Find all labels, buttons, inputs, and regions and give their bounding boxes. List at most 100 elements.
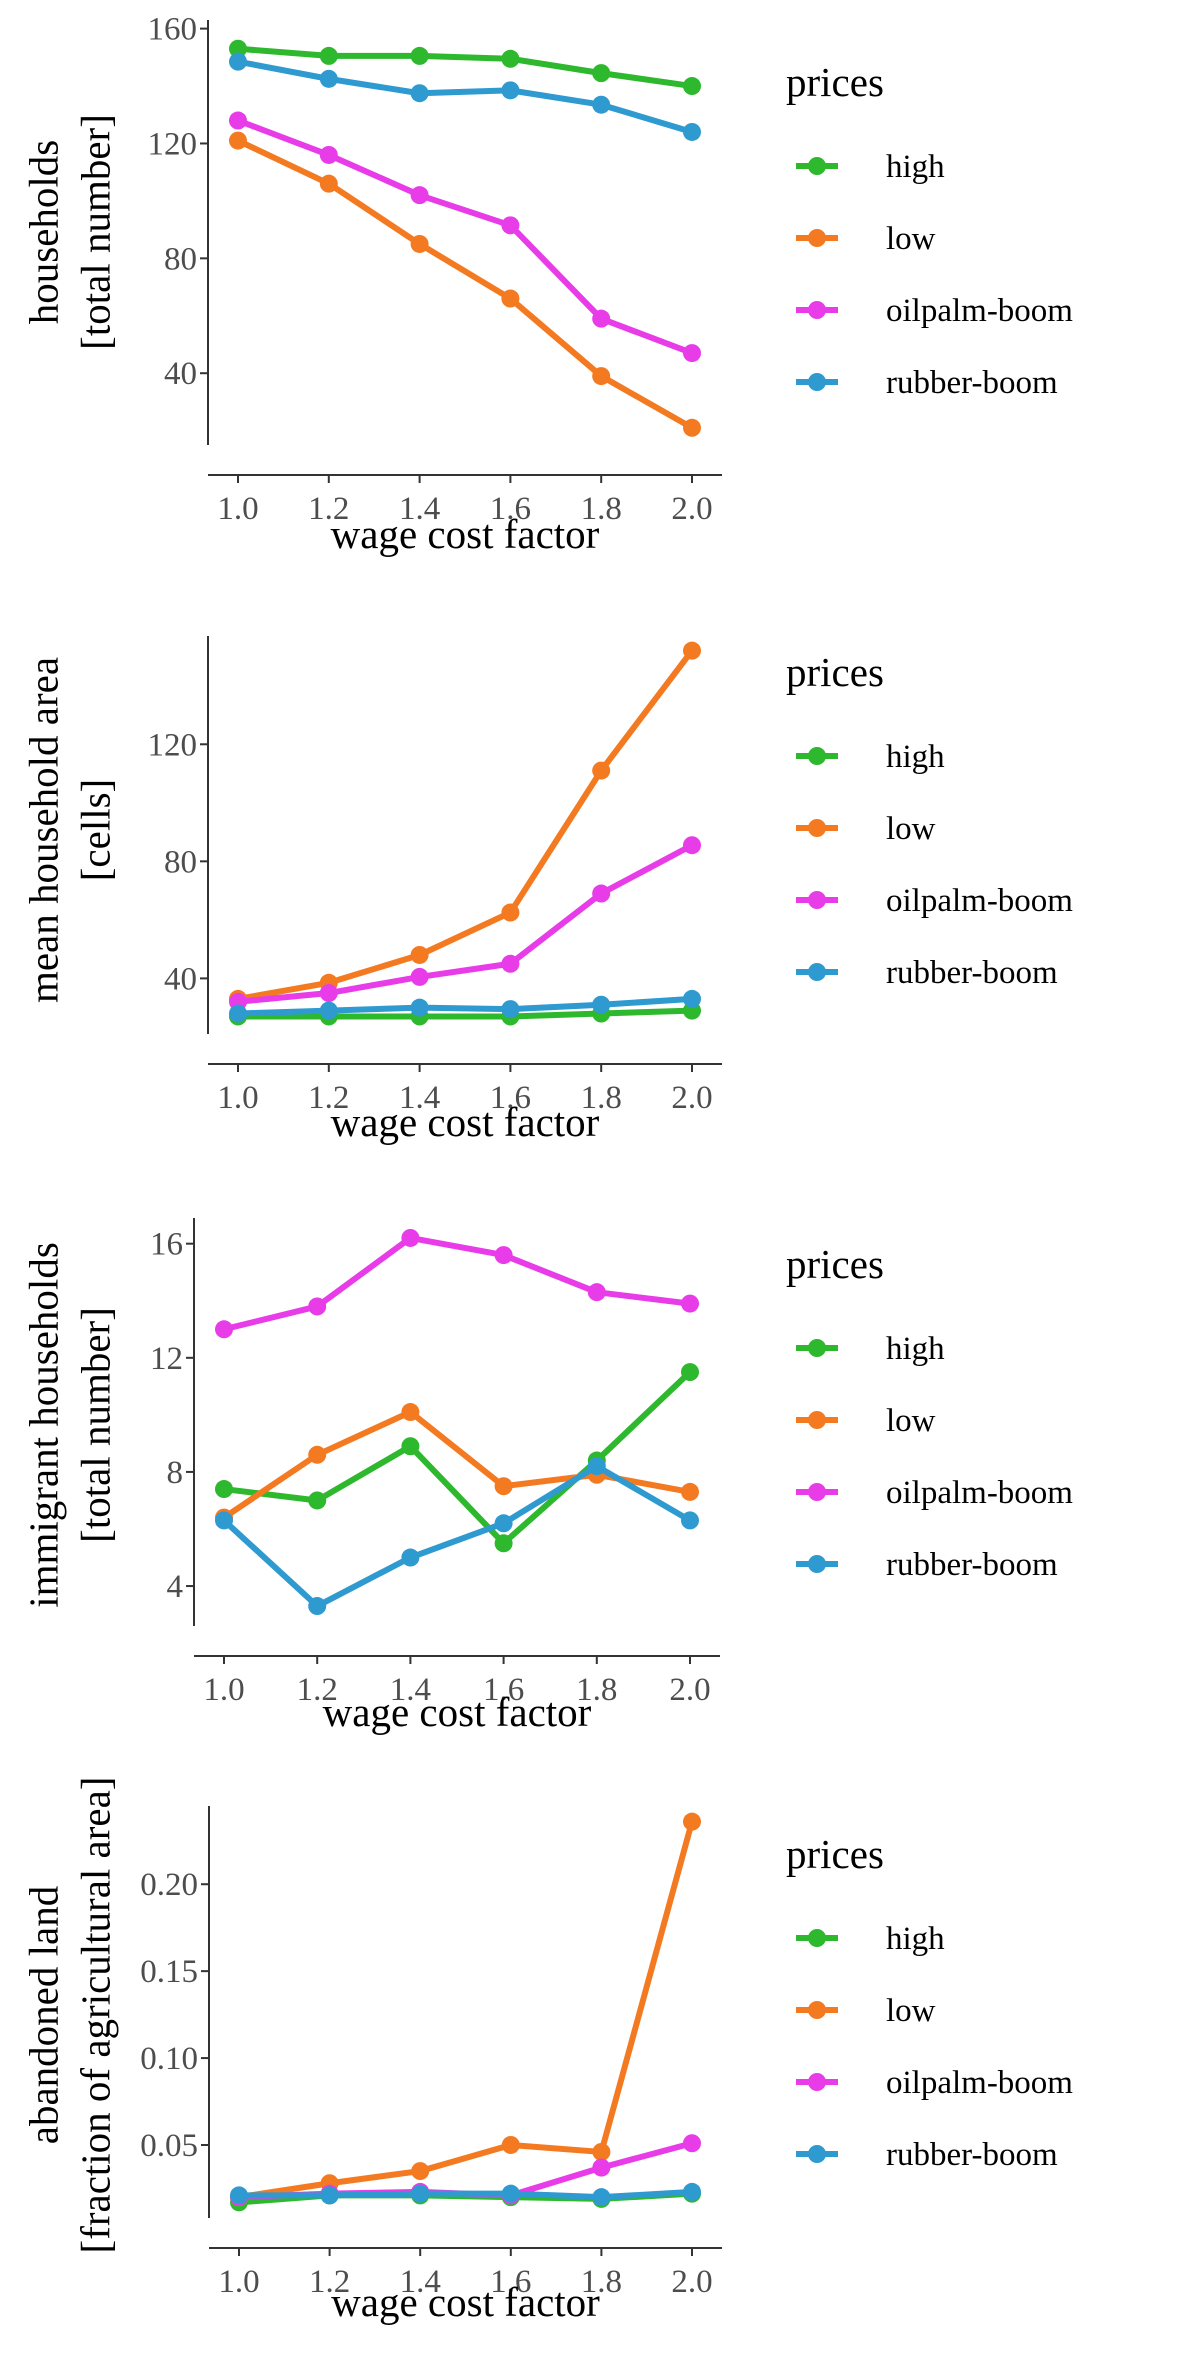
legend-label: oilpalm-boom bbox=[886, 293, 1073, 329]
y-tick-label: 40 bbox=[164, 356, 197, 392]
series-line-high bbox=[221, 1369, 693, 1547]
data-point-high bbox=[683, 77, 701, 96]
legend-swatch-point bbox=[808, 1555, 826, 1573]
legend-swatch-point bbox=[808, 229, 826, 247]
chart-panel-1: 40 80 120 160 1.0 1.2 1.4 1.6 1.8 2.0 wage cost fa… bbox=[20, 12, 1073, 557]
data-point-rubber-boom bbox=[411, 2184, 430, 2203]
series-line-oilpalm-boom bbox=[235, 117, 695, 357]
data-point-low bbox=[592, 2142, 611, 2161]
data-point-rubber-boom bbox=[320, 2186, 339, 2205]
x-tick-label: 1.8 bbox=[576, 1672, 617, 1708]
data-point-rubber-boom bbox=[587, 1457, 606, 1476]
data-point-oilpalm-boom bbox=[308, 1297, 327, 1316]
data-point-low bbox=[411, 2162, 430, 2181]
chart-panel-2: 40 80 120 1.0 1.2 1.4 1.6 1.8 2.0 wage cost facto… bbox=[20, 636, 1073, 1145]
data-point-low bbox=[319, 174, 338, 193]
y-tick-label: 4 bbox=[167, 1569, 184, 1605]
y-tick-label: 0.05 bbox=[140, 2128, 198, 2164]
x-axis-title: wage cost factor bbox=[331, 2279, 600, 2325]
data-point-high bbox=[229, 39, 247, 58]
legend-title: prices bbox=[786, 59, 884, 105]
data-point-rubber-boom bbox=[401, 1548, 420, 1567]
data-point-rubber-boom bbox=[683, 2182, 701, 2201]
data-point-high bbox=[494, 1534, 513, 1553]
legend-swatch-point bbox=[808, 891, 826, 909]
legend-swatch-point bbox=[808, 1483, 826, 1501]
x-tick-label: 1.8 bbox=[581, 2264, 622, 2300]
y-tick-label: 120 bbox=[148, 126, 198, 162]
x-tick-label: 1.2 bbox=[309, 2264, 350, 2300]
legend-label: high bbox=[886, 1331, 945, 1367]
data-point-low bbox=[501, 2135, 520, 2154]
data-point-rubber-boom bbox=[592, 2188, 611, 2207]
y-tick-label: 80 bbox=[164, 844, 197, 880]
data-point-oilpalm-boom bbox=[683, 836, 701, 855]
x-tick-label: 1.4 bbox=[390, 1672, 431, 1708]
data-point-rubber-boom bbox=[410, 84, 429, 103]
data-point-rubber-boom bbox=[230, 2186, 248, 2205]
legend-label: low bbox=[886, 811, 936, 847]
series-line-low bbox=[235, 647, 695, 1002]
legend: prices high low oilpalm-boom rubber-boom bbox=[786, 1831, 1073, 2173]
legend-swatch-point bbox=[808, 1929, 826, 1947]
data-point-rubber-boom bbox=[681, 1511, 699, 1530]
data-point-low bbox=[401, 1403, 420, 1422]
data-point-oilpalm-boom bbox=[215, 1320, 233, 1339]
legend-swatch-point bbox=[808, 2001, 826, 2019]
data-point-low bbox=[410, 945, 429, 964]
series-line-oilpalm-boom bbox=[221, 1234, 693, 1333]
data-point-high bbox=[401, 1437, 420, 1456]
data-point-rubber-boom bbox=[501, 81, 520, 100]
legend-label: high bbox=[886, 149, 945, 185]
x-tick-label: 1.4 bbox=[400, 2264, 441, 2300]
y-tick-label: 120 bbox=[148, 727, 198, 763]
legend-title: prices bbox=[786, 649, 884, 695]
legend-label: oilpalm-boom bbox=[886, 1475, 1073, 1511]
legend-label: rubber-boom bbox=[886, 2137, 1058, 2173]
legend-label: rubber-boom bbox=[886, 955, 1058, 991]
data-point-rubber-boom bbox=[229, 52, 247, 71]
legend-label: oilpalm-boom bbox=[886, 2065, 1073, 2101]
y-axis-title-line1: immigrant households bbox=[20, 1242, 66, 1608]
data-point-oilpalm-boom bbox=[319, 984, 338, 1003]
x-tick-label: 1.6 bbox=[490, 2264, 531, 2300]
y-axis-title-line1: mean household area bbox=[20, 657, 66, 1003]
x-tick-label: 1.6 bbox=[490, 491, 531, 527]
data-point-low bbox=[683, 1812, 701, 1831]
y-tick-label: 160 bbox=[148, 12, 198, 48]
y-tick-label: 80 bbox=[164, 241, 197, 277]
legend-label: high bbox=[886, 739, 945, 775]
legend-swatch-point bbox=[808, 2073, 826, 2091]
data-point-low bbox=[681, 1482, 699, 1501]
data-point-high bbox=[319, 46, 338, 65]
legend-swatch-point bbox=[808, 819, 826, 837]
data-point-oilpalm-boom bbox=[401, 1228, 420, 1247]
series-line-low bbox=[235, 137, 695, 431]
series-line-rubber-boom bbox=[235, 58, 695, 135]
data-point-oilpalm-boom bbox=[319, 145, 338, 164]
data-point-high bbox=[681, 1363, 699, 1382]
data-point-rubber-boom bbox=[683, 122, 701, 141]
y-tick-label: 0.10 bbox=[140, 2041, 198, 2077]
x-tick-label: 2.0 bbox=[671, 491, 712, 527]
data-point-rubber-boom bbox=[308, 1597, 327, 1616]
data-point-high bbox=[410, 46, 429, 65]
x-tick-label: 1.0 bbox=[203, 1672, 244, 1708]
series-line-high bbox=[235, 1007, 695, 1020]
data-point-high bbox=[215, 1480, 233, 1499]
data-point-rubber-boom bbox=[501, 1000, 520, 1019]
x-tick-label: 1.8 bbox=[581, 1080, 622, 1116]
data-point-low bbox=[592, 367, 611, 386]
x-tick-label: 1.4 bbox=[399, 491, 440, 527]
data-point-low bbox=[410, 234, 429, 253]
x-tick-label: 1.2 bbox=[308, 491, 349, 527]
data-point-oilpalm-boom bbox=[410, 186, 429, 205]
legend-label: high bbox=[886, 1921, 945, 1957]
x-axis-title: wage cost factor bbox=[331, 511, 600, 557]
x-tick-label: 1.6 bbox=[483, 1672, 524, 1708]
legend-title: prices bbox=[786, 1241, 884, 1287]
legend-label: oilpalm-boom bbox=[886, 883, 1073, 919]
data-point-oilpalm-boom bbox=[410, 967, 429, 986]
data-point-oilpalm-boom bbox=[681, 1294, 699, 1313]
